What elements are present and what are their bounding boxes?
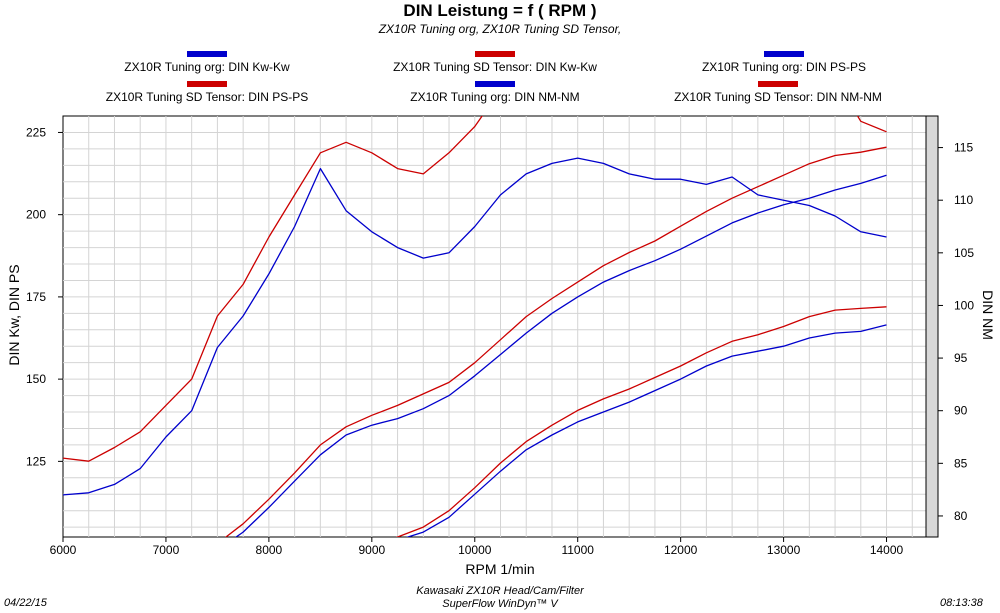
right-tick-labels: 80 85 90 95 100 105 110 115: [938, 141, 974, 523]
left-tick-label: 175: [26, 290, 46, 304]
x-axis-title: RPM 1/min: [465, 561, 534, 577]
footer-line1: Kawasaki ZX10R Head/Cam/Filter: [416, 585, 584, 597]
legend-item: ZX10R Tuning org: DIN NM-NM: [345, 81, 645, 104]
right-tick-label: 100: [954, 298, 974, 312]
left-axis-title: DIN Kw, DIN PS: [6, 264, 22, 365]
legend-item: ZX10R Tuning org: DIN PS-PS: [634, 51, 934, 74]
legend-swatch: [764, 51, 804, 57]
x-tick-label: 9000: [358, 543, 385, 557]
footer-date: 04/22/15: [4, 597, 47, 609]
x-tick-label: 6000: [50, 543, 77, 557]
legend-swatch: [475, 51, 515, 57]
legend-label: ZX10R Tuning SD Tensor: DIN NM-NM: [674, 90, 882, 104]
chart-subtitle: ZX10R Tuning org, ZX10R Tuning SD Tensor…: [378, 22, 622, 36]
right-tick-label: 85: [954, 456, 968, 470]
x-tick-label: 11000: [561, 543, 594, 557]
series-line-zx10r-tuning-sd-tensor-din-ps-ps: [395, 306, 887, 537]
right-tick-label: 105: [954, 246, 974, 260]
footer-line2: SuperFlow WinDyn™ V: [442, 598, 558, 610]
x-tick-label: 7000: [153, 543, 180, 557]
left-tick-labels: 125 150 175 200 225: [26, 125, 63, 468]
x-tick-label: 13000: [767, 543, 801, 557]
left-tick-label: 150: [26, 372, 46, 386]
right-axis-bar: [925, 115, 939, 538]
legend-swatch: [758, 81, 798, 87]
left-tick-label: 225: [26, 125, 46, 139]
legend-item: ZX10R Tuning org: DIN Kw-Kw: [57, 51, 357, 74]
series-layer: [63, 116, 887, 537]
chart-title: DIN Leistung = f ( RPM ): [403, 1, 597, 20]
left-tick-label: 125: [26, 454, 46, 468]
left-tick-label: 200: [26, 208, 46, 222]
right-tick-label: 80: [954, 509, 968, 523]
right-tick-label: 90: [954, 404, 968, 418]
right-tick-label: 110: [954, 193, 973, 207]
legend-label: ZX10R Tuning org: DIN NM-NM: [410, 90, 580, 104]
legend-label: ZX10R Tuning org: DIN PS-PS: [701, 60, 867, 74]
legend-label: ZX10R Tuning org: DIN Kw-Kw: [124, 60, 290, 74]
legend-label: ZX10R Tuning SD Tensor: DIN PS-PS: [105, 90, 309, 104]
x-tick-labels: 6000 7000 8000 9000 10000 11000 12000 13000 1400…: [50, 537, 904, 557]
x-tick-label: 14000: [870, 543, 904, 557]
grid-lines: [63, 116, 926, 537]
series-line-zx10r-tuning-sd-tensor-din-nm-nm: [63, 116, 887, 462]
legend-item: ZX10R Tuning SD Tensor: DIN NM-NM: [628, 81, 928, 104]
legend-swatch: [475, 81, 515, 87]
footer-time: 08:13:38: [940, 597, 983, 609]
series-line-zx10r-tuning-org-din-nm-nm: [63, 157, 887, 496]
legend-item: ZX10R Tuning SD Tensor: DIN PS-PS: [57, 81, 357, 104]
x-tick-label: 12000: [664, 543, 698, 557]
x-tick-label: 10000: [458, 543, 492, 557]
right-tick-label: 95: [954, 351, 968, 365]
x-tick-label: 8000: [256, 543, 283, 557]
series-line-zx10r-tuning-org-din-ps-ps: [405, 324, 887, 537]
right-tick-label: 115: [954, 141, 973, 155]
series-line-zx10r-tuning-org-din-kw-kw: [235, 174, 887, 537]
right-axis-title: DIN NM: [980, 290, 996, 340]
legend-item: ZX10R Tuning SD Tensor: DIN Kw-Kw: [345, 51, 645, 74]
legend-swatch: [187, 81, 227, 87]
legend-swatch: [187, 51, 227, 57]
legend-label: ZX10R Tuning SD Tensor: DIN Kw-Kw: [393, 60, 597, 74]
series-line-zx10r-tuning-sd-tensor-din-kw-kw: [224, 146, 887, 537]
